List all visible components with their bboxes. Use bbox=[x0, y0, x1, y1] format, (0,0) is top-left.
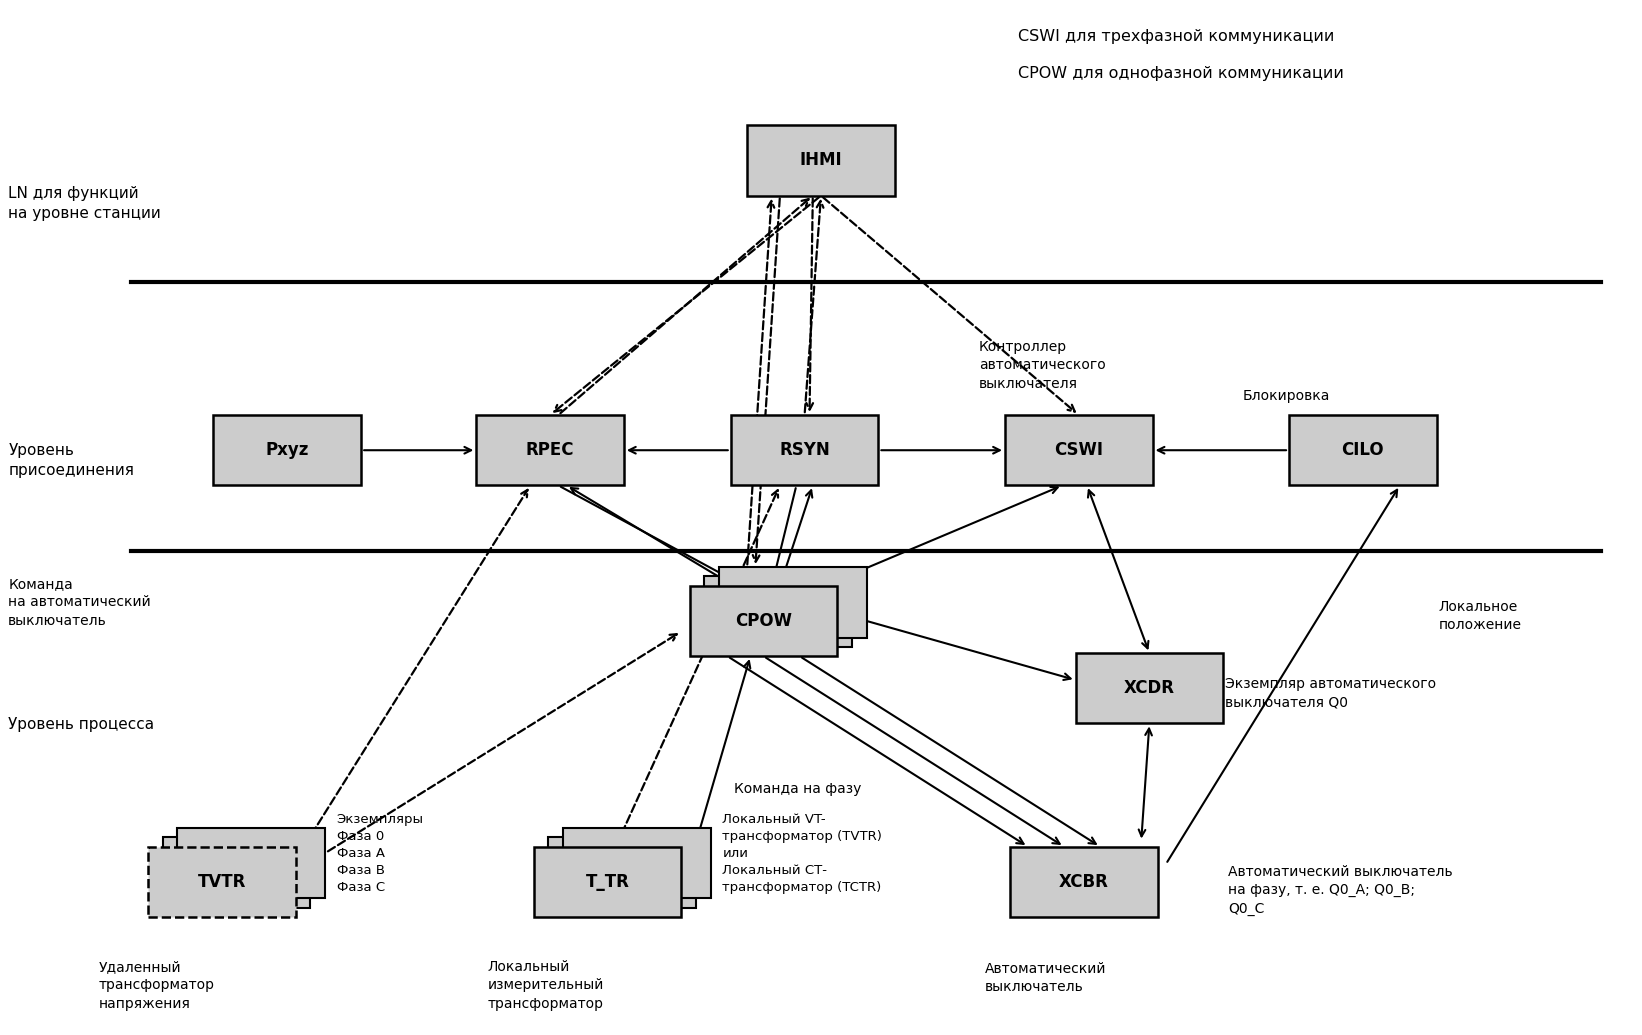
Bar bbox=[719, 567, 867, 638]
Bar bbox=[163, 837, 310, 908]
Text: IHMI: IHMI bbox=[800, 151, 842, 170]
Text: Уровень
присоединения: Уровень присоединения bbox=[8, 443, 135, 478]
Text: Автоматический
выключатель: Автоматический выключатель bbox=[985, 962, 1107, 995]
Text: Экземпляры
Фаза 0
Фаза A
Фаза B
Фаза C: Экземпляры Фаза 0 Фаза A Фаза B Фаза C bbox=[337, 814, 424, 894]
Bar bbox=[1010, 847, 1158, 917]
Bar bbox=[704, 576, 852, 647]
Text: CILO: CILO bbox=[1342, 441, 1384, 460]
Text: Pxyz: Pxyz bbox=[266, 441, 309, 460]
Bar bbox=[690, 586, 837, 656]
Text: Контроллер
автоматического
выключателя: Контроллер автоматического выключателя bbox=[979, 339, 1105, 391]
Bar bbox=[177, 828, 325, 898]
Text: CSWI: CSWI bbox=[1054, 441, 1103, 460]
Text: TVTR: TVTR bbox=[197, 873, 246, 891]
Text: CPOW для однофазной коммуникации: CPOW для однофазной коммуникации bbox=[1018, 66, 1343, 81]
Text: LN для функций
на уровне станции: LN для функций на уровне станции bbox=[8, 186, 161, 221]
Bar bbox=[747, 125, 895, 196]
Bar bbox=[148, 847, 296, 917]
Text: Удаленный
трансформатор
напряжения: Удаленный трансформатор напряжения bbox=[99, 959, 215, 1011]
Bar bbox=[1005, 415, 1153, 485]
Text: XCBR: XCBR bbox=[1059, 873, 1108, 891]
Text: Локальный VT-
трансформатор (TVTR)
или
Локальный СТ-
трансформатор (TCTR): Локальный VT- трансформатор (TVTR) или Л… bbox=[722, 814, 882, 894]
Text: RSYN: RSYN bbox=[780, 441, 829, 460]
Text: Команда на фазу: Команда на фазу bbox=[734, 781, 862, 796]
Text: T_TR: T_TR bbox=[586, 873, 629, 891]
Text: Уровень процесса: Уровень процесса bbox=[8, 717, 154, 732]
Text: Команда
на автоматический
выключатель: Команда на автоматический выключатель bbox=[8, 576, 151, 628]
Text: XCDR: XCDR bbox=[1123, 679, 1176, 698]
Bar bbox=[534, 847, 681, 917]
Bar bbox=[1076, 653, 1223, 723]
Text: RPEC: RPEC bbox=[525, 441, 575, 460]
Text: Автоматический выключатель
на фазу, т. е. Q0_A; Q0_B;
Q0_C: Автоматический выключатель на фазу, т. е… bbox=[1228, 864, 1453, 916]
Bar bbox=[1289, 415, 1437, 485]
Bar bbox=[731, 415, 878, 485]
Text: CSWI для трехфазной коммуникации: CSWI для трехфазной коммуникации bbox=[1018, 29, 1335, 43]
Text: Блокировка: Блокировка bbox=[1243, 389, 1330, 404]
Text: Локальное
положение: Локальное положение bbox=[1438, 599, 1522, 632]
Text: Экземпляр автоматического
выключателя Q0: Экземпляр автоматического выключателя Q0 bbox=[1225, 677, 1437, 710]
Text: Локальный
измерительный
трансформатор: Локальный измерительный трансформатор bbox=[488, 959, 604, 1011]
Bar bbox=[213, 415, 361, 485]
Bar bbox=[548, 837, 696, 908]
Bar bbox=[563, 828, 711, 898]
Text: CPOW: CPOW bbox=[736, 612, 791, 630]
Bar bbox=[476, 415, 624, 485]
